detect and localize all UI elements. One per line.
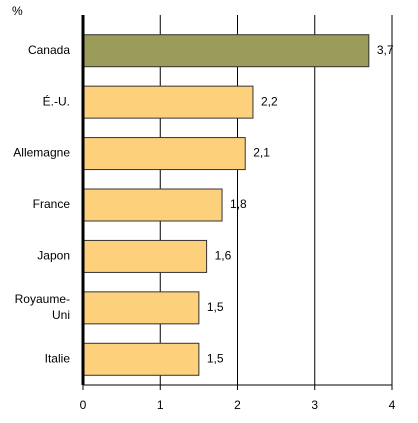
x-tick-label: 0 [80, 398, 87, 412]
bar [82, 291, 200, 325]
y-tick-label: Royaume-Uni [15, 292, 70, 322]
y-tick-label: Italie [45, 351, 71, 365]
value-label: 2,1 [253, 146, 270, 160]
x-tick-label: 4 [389, 398, 396, 412]
y-tick-label: Japon [37, 249, 70, 263]
value-label: 1,5 [207, 300, 224, 314]
unit-label: % [12, 4, 23, 18]
x-tick-label: 3 [311, 398, 318, 412]
y-tick-label: É.-U. [43, 93, 70, 108]
bar [82, 239, 208, 273]
bar [82, 34, 370, 68]
value-label: 1,6 [215, 249, 232, 263]
y-tick-label: Allemagne [13, 146, 70, 160]
x-tick-label: 1 [157, 398, 164, 412]
bar [82, 137, 246, 171]
value-label: 1,8 [230, 197, 247, 211]
value-label: 1,5 [207, 351, 224, 365]
x-tick-label: 2 [234, 398, 241, 412]
bar [82, 85, 254, 119]
y-tick-label: Canada [28, 43, 70, 57]
value-label: 2,2 [261, 94, 278, 108]
bar [82, 342, 200, 376]
y-tick-label: France [33, 197, 71, 211]
value-label: 3,7 [377, 43, 394, 57]
bar [82, 188, 223, 222]
